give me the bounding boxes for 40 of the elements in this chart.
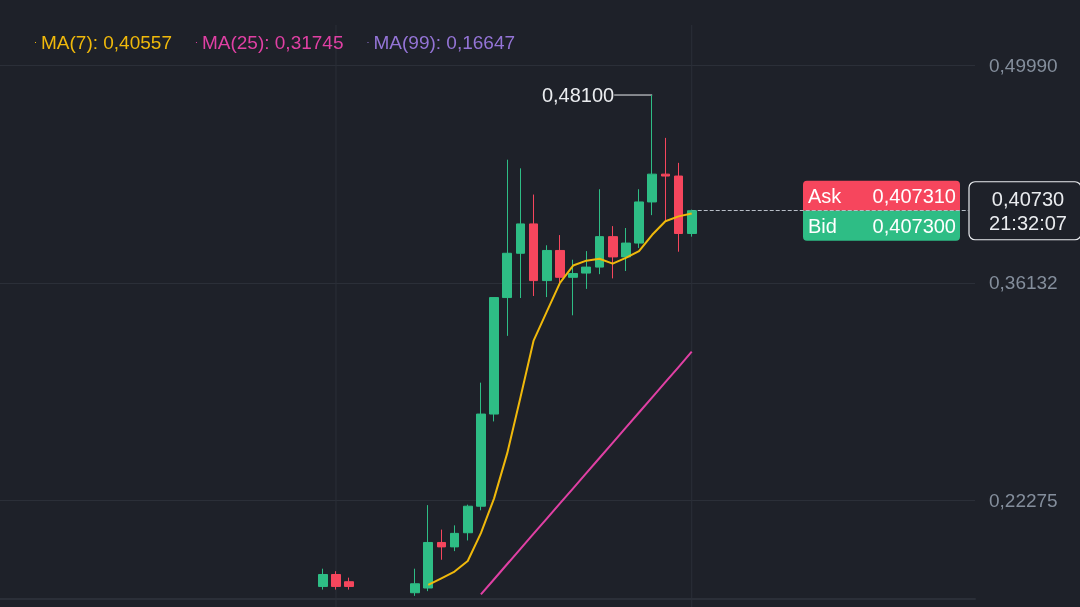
candlestick — [647, 94, 657, 216]
candlestick — [331, 570, 341, 591]
candlestick — [502, 159, 512, 337]
candlestick — [450, 524, 459, 552]
candlestick — [568, 259, 578, 316]
candlestick — [555, 234, 565, 284]
candlestick — [437, 529, 446, 561]
legend-label: MA(99): 0,16647 — [373, 32, 516, 53]
candlestick — [476, 382, 486, 511]
annotation: Ask — [808, 184, 843, 207]
line-series — [427, 212, 693, 586]
candlestick — [344, 577, 354, 591]
candlestick — [423, 504, 433, 592]
candlestick — [661, 137, 670, 222]
annotation: 0,407300 — [872, 214, 956, 237]
candlestick — [621, 227, 631, 272]
text: 21:32:07 — [989, 211, 1067, 234]
candlestick — [687, 209, 697, 238]
candlestick — [542, 244, 552, 298]
annotation: 0,407310 — [872, 184, 956, 207]
annotation: 0,48100 — [541, 84, 615, 107]
candlestick — [674, 162, 683, 253]
ref-line-label: 0,40730 — [991, 187, 1065, 210]
annotation: Bid — [808, 214, 837, 237]
legend-label: MA(25): 0,31745 — [201, 32, 344, 53]
y-tick-label: 0,36132 — [989, 272, 1058, 294]
y-tick-label: 0,49990 — [989, 54, 1058, 76]
candlestick — [595, 188, 604, 275]
candlestick — [529, 194, 538, 297]
candlestick — [463, 504, 473, 541]
candlestick — [581, 250, 591, 290]
candlestick — [489, 297, 499, 422]
candlestick — [516, 167, 525, 299]
candlestick — [608, 225, 618, 279]
legend-label: MA(7): 0,40557 — [41, 32, 172, 53]
y-tick-label: 0,22275 — [989, 489, 1058, 511]
candlestick — [318, 568, 328, 591]
candlestick — [410, 568, 420, 597]
line-series — [479, 350, 693, 596]
candlestick — [634, 188, 644, 249]
